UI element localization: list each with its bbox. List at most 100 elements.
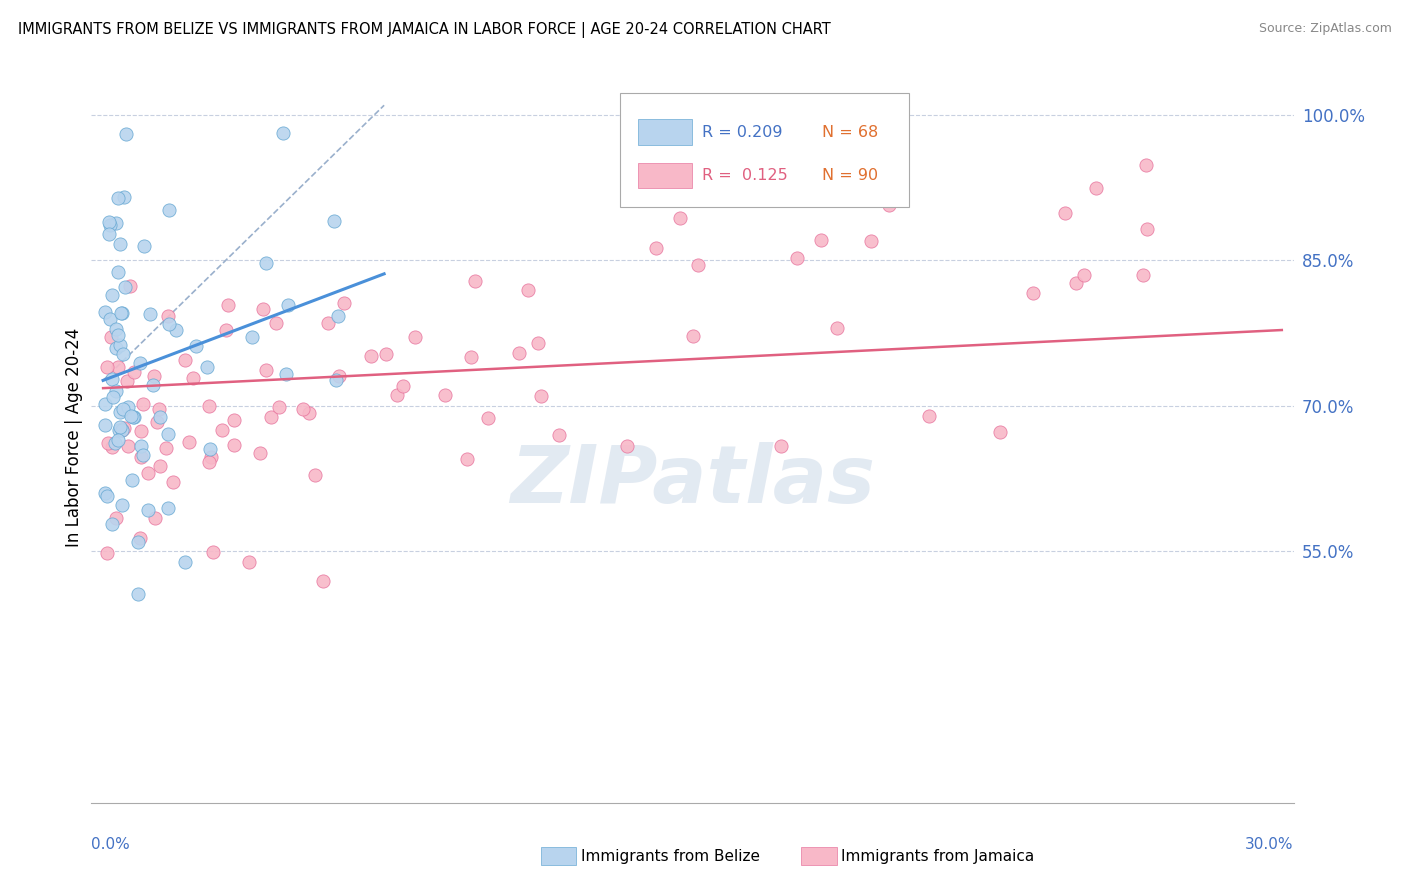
Point <box>198 399 221 413</box>
Point <box>202 544 225 558</box>
Point <box>1132 268 1154 282</box>
Point <box>1135 222 1157 236</box>
Point <box>117 439 139 453</box>
Point <box>197 455 219 469</box>
Point <box>110 306 132 320</box>
Point <box>132 396 155 410</box>
Point <box>111 498 134 512</box>
Point <box>1064 276 1087 290</box>
Point <box>114 280 136 294</box>
Point <box>252 301 274 316</box>
Point <box>104 384 127 399</box>
Point <box>112 347 135 361</box>
Point <box>129 425 152 439</box>
Point <box>165 323 187 337</box>
Point <box>274 368 297 382</box>
Text: Immigrants from Jamaica: Immigrants from Jamaica <box>841 849 1033 863</box>
Point <box>770 439 793 453</box>
Point <box>298 406 321 420</box>
Point <box>260 409 283 424</box>
Point <box>94 305 117 319</box>
Point <box>1135 158 1157 172</box>
Point <box>108 423 131 437</box>
Point <box>304 467 326 482</box>
Point <box>100 330 122 344</box>
Point <box>134 239 156 253</box>
Point <box>127 587 149 601</box>
Point <box>328 369 350 384</box>
Point <box>269 401 291 415</box>
Point <box>644 241 666 255</box>
Point <box>117 400 139 414</box>
Point <box>786 252 808 266</box>
Point <box>98 312 121 326</box>
Point <box>127 535 149 549</box>
Point <box>240 329 263 343</box>
Point <box>195 359 218 374</box>
Point <box>156 500 179 515</box>
Point <box>174 555 197 569</box>
Point <box>508 346 530 360</box>
Point <box>249 445 271 459</box>
Point <box>277 298 299 312</box>
Point <box>211 423 233 437</box>
Point <box>173 352 195 367</box>
Point <box>110 236 132 251</box>
Point <box>460 350 482 364</box>
Text: 0.0%: 0.0% <box>91 837 131 852</box>
Point <box>96 489 118 503</box>
Y-axis label: In Labor Force | Age 20-24: In Labor Force | Age 20-24 <box>65 327 83 547</box>
Point <box>375 347 398 361</box>
Point <box>98 215 121 229</box>
Point <box>115 375 138 389</box>
Point <box>222 438 245 452</box>
Point <box>108 405 131 419</box>
Point <box>100 517 122 532</box>
Point <box>136 467 159 481</box>
Point <box>360 349 382 363</box>
Point <box>877 197 900 211</box>
Point <box>132 448 155 462</box>
Point <box>517 283 540 297</box>
Point <box>120 409 142 424</box>
Point <box>404 330 426 344</box>
Point <box>200 450 222 464</box>
Point <box>148 459 170 474</box>
Point <box>122 366 145 380</box>
Point <box>157 317 180 331</box>
Point <box>105 216 128 230</box>
Point <box>107 328 129 343</box>
Point <box>181 371 204 385</box>
Point <box>107 433 129 447</box>
Point <box>129 439 152 453</box>
Point <box>254 256 277 270</box>
Point <box>1073 268 1095 282</box>
Point <box>162 475 184 489</box>
Point <box>139 307 162 321</box>
Point <box>434 388 457 402</box>
Point <box>264 316 287 330</box>
Point <box>97 227 120 241</box>
Point <box>254 363 277 377</box>
Point <box>682 329 704 343</box>
Point <box>122 409 145 424</box>
Point <box>101 287 124 301</box>
Point <box>94 418 117 433</box>
Point <box>200 442 222 456</box>
Bar <box>638 119 692 145</box>
Point <box>323 214 346 228</box>
Point <box>530 389 553 403</box>
Text: N = 68: N = 68 <box>823 125 879 139</box>
Point <box>146 415 169 429</box>
Text: Source: ZipAtlas.com: Source: ZipAtlas.com <box>1258 22 1392 36</box>
Point <box>112 420 135 434</box>
Point <box>222 413 245 427</box>
Point <box>616 439 638 453</box>
Point <box>157 202 180 217</box>
Point <box>391 379 413 393</box>
Point <box>810 233 832 247</box>
Point <box>292 401 315 416</box>
Point <box>96 546 118 560</box>
Point <box>143 368 166 383</box>
Point <box>110 306 132 320</box>
